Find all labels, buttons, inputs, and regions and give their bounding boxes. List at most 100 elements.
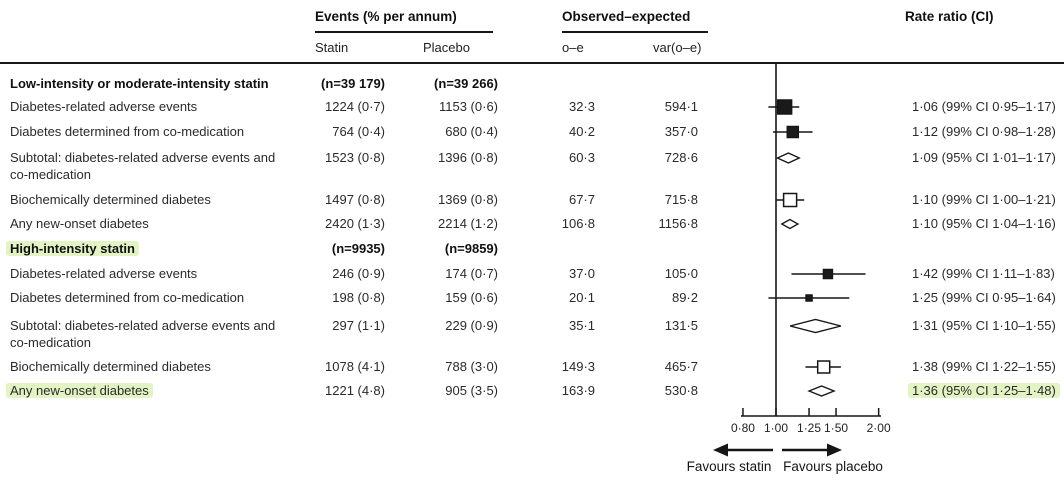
o-e-value: 20·1 xyxy=(568,290,595,305)
statin-value: 1497 (0·8) xyxy=(325,192,385,207)
placebo-value: 680 (0·4) xyxy=(445,124,498,139)
events-header-underline xyxy=(315,31,493,33)
rate-ratio-text: 1·06 (99% CI 0·95–1·17) xyxy=(912,99,1056,114)
subtotal-diamond xyxy=(807,385,836,397)
row-label: Diabetes-related adverse events xyxy=(10,99,198,114)
statin-value: 1221 (4·8) xyxy=(325,383,385,398)
statin-value: 198 (0·8) xyxy=(332,290,385,305)
axis-tick-label: 1·50 xyxy=(824,421,849,435)
axis-tick-label: 0·80 xyxy=(730,421,755,435)
statin-value: 246 (0·9) xyxy=(332,266,385,281)
rate-ratio-text: 1·31 (95% CI 1·10–1·55) xyxy=(912,318,1056,333)
row-label: Biochemically determined diabetes xyxy=(10,359,211,374)
column-header-oe: o–e xyxy=(562,40,584,55)
subtotal-diamond xyxy=(775,152,801,164)
placebo-value: 2214 (1·2) xyxy=(438,216,498,231)
row-label: Subtotal: diabetes-related adverse event… xyxy=(10,318,276,350)
placebo-value: 905 (3·5) xyxy=(445,383,498,398)
rate-ratio-text: 1·12 (99% CI 0·98–1·28) xyxy=(912,124,1056,139)
row-label: Any new-onset diabetes xyxy=(10,216,149,231)
statin-value: 1078 (4·1) xyxy=(325,359,385,374)
highlight-span: High-intensity statin xyxy=(6,241,139,256)
statin-value: 764 (0·4) xyxy=(332,124,385,139)
o-e-value: 106·8 xyxy=(561,216,595,231)
o-e-value: 60·3 xyxy=(568,150,595,165)
placebo-value: 1369 (0·8) xyxy=(438,192,498,207)
var-o-e-value: 465·7 xyxy=(664,359,698,374)
rate-ratio-text: 1·25 (99% CI 0·95–1·64) xyxy=(912,290,1056,305)
observed-header-underline xyxy=(562,31,708,33)
favours-statin-label: Favours statin xyxy=(686,459,772,474)
placebo-value: (n=9859) xyxy=(444,241,498,256)
o-e-value: 67·7 xyxy=(568,192,595,207)
column-header-placebo: Placebo xyxy=(423,40,470,55)
group-row-label: Low-intensity or moderate-intensity stat… xyxy=(10,76,269,91)
column-header-statin: Statin xyxy=(315,40,349,55)
o-e-value: 40·2 xyxy=(568,124,595,139)
subtotal-diamond xyxy=(789,318,842,334)
placebo-value: 229 (0·9) xyxy=(445,318,498,333)
rate-ratio-text: 1·42 (99% CI 1·11–1·83) xyxy=(912,266,1055,281)
favours-placebo-arrowhead xyxy=(827,443,842,457)
var-o-e-value: 715·8 xyxy=(664,192,698,207)
var-o-e-value: 105·0 xyxy=(664,266,698,281)
statin-value: 297 (1·1) xyxy=(332,318,385,333)
axis-tick-label: 1·25 xyxy=(797,421,822,435)
column-header-events: Events (% per annum) xyxy=(315,9,457,24)
axis-tick-label: 1·00 xyxy=(763,421,789,435)
row-label: Subtotal: diabetes-related adverse event… xyxy=(10,150,276,182)
var-o-e-value: 357·0 xyxy=(664,124,698,139)
column-header-rate-ratio: Rate ratio (CI) xyxy=(905,9,994,24)
statin-value: 1224 (0·7) xyxy=(325,99,385,114)
axis-tick-label: 2·00 xyxy=(866,421,891,435)
placebo-value: 1153 (0·6) xyxy=(438,99,498,114)
statin-value: 2420 (1·3) xyxy=(325,216,385,231)
placebo-value: 788 (3·0) xyxy=(445,359,498,374)
point-estimate-square-filled xyxy=(786,125,800,139)
point-estimate-square-filled xyxy=(776,99,793,115)
subtotal-diamond xyxy=(780,218,800,230)
row-label: Diabetes-related adverse events xyxy=(10,266,198,281)
o-e-value: 37·0 xyxy=(568,266,595,281)
o-e-value: 35·1 xyxy=(568,318,595,333)
row-label: Any new-onset diabetes xyxy=(6,382,302,399)
var-o-e-value: 530·8 xyxy=(664,383,698,398)
column-header-observed-expected: Observed–expected xyxy=(562,9,691,24)
statin-value: 1523 (0·8) xyxy=(325,150,385,165)
point-estimate-square-filled xyxy=(805,294,813,302)
rate-ratio-text: 1·10 (95% CI 1·04–1·16) xyxy=(912,216,1056,231)
placebo-value: (n=39 266) xyxy=(434,76,498,91)
var-o-e-value: 594·1 xyxy=(664,99,698,114)
point-estimate-square-open xyxy=(816,360,831,374)
var-o-e-value: 131·5 xyxy=(664,318,698,333)
favours-statin-arrowhead xyxy=(713,443,728,457)
point-estimate-square-open xyxy=(782,192,798,208)
statin-value: (n=9935) xyxy=(331,241,385,256)
o-e-value: 149·3 xyxy=(561,359,595,374)
table-top-rule xyxy=(0,62,1064,64)
row-label: Diabetes determined from co-medication xyxy=(10,290,245,305)
column-header-var-oe: var(o–e) xyxy=(653,40,702,55)
var-o-e-value: 728·6 xyxy=(664,150,698,165)
row-label: Diabetes determined from co-medication xyxy=(10,124,245,139)
o-e-value: 32·3 xyxy=(568,99,595,114)
placebo-value: 174 (0·7) xyxy=(445,266,498,281)
rate-ratio-text: 1·36 (95% CI 1·25–1·48) xyxy=(908,382,1062,399)
rate-ratio-text: 1·10 (99% CI 1·00–1·21) xyxy=(912,192,1056,207)
o-e-value: 163·9 xyxy=(561,383,595,398)
rate-ratio-text: 1·38 (99% CI 1·22–1·55) xyxy=(912,359,1056,374)
group-row-label: High-intensity statin xyxy=(6,240,302,257)
placebo-value: 1396 (0·8) xyxy=(438,150,498,165)
placebo-value: 159 (0·6) xyxy=(445,290,498,305)
var-o-e-value: 1156·8 xyxy=(658,216,698,231)
highlight-span: 1·36 (95% CI 1·25–1·48) xyxy=(908,383,1060,398)
point-estimate-square-filled xyxy=(822,268,834,280)
highlight-span: Any new-onset diabetes xyxy=(6,383,153,398)
row-label: Biochemically determined diabetes xyxy=(10,192,211,207)
statin-value: (n=39 179) xyxy=(321,76,385,91)
rate-ratio-text: 1·09 (95% CI 1·01–1·17) xyxy=(912,150,1056,165)
var-o-e-value: 89·2 xyxy=(671,290,698,305)
favours-placebo-label: Favours placebo xyxy=(783,459,883,474)
